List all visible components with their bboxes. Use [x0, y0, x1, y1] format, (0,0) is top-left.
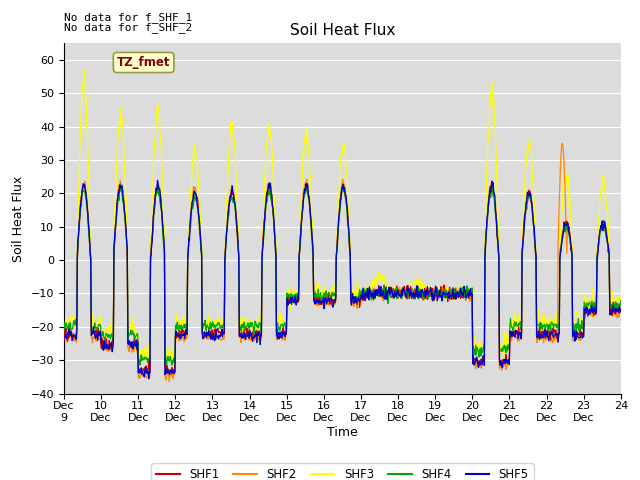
Legend: SHF1, SHF2, SHF3, SHF4, SHF5: SHF1, SHF2, SHF3, SHF4, SHF5 — [151, 463, 534, 480]
Text: TZ_fmet: TZ_fmet — [117, 56, 170, 69]
X-axis label: Time: Time — [327, 426, 358, 439]
Text: No data for f_SHF_2: No data for f_SHF_2 — [64, 22, 192, 33]
Text: No data for f_SHF_1: No data for f_SHF_1 — [64, 12, 192, 23]
Title: Soil Heat Flux: Soil Heat Flux — [290, 23, 395, 38]
Y-axis label: Soil Heat Flux: Soil Heat Flux — [12, 175, 25, 262]
